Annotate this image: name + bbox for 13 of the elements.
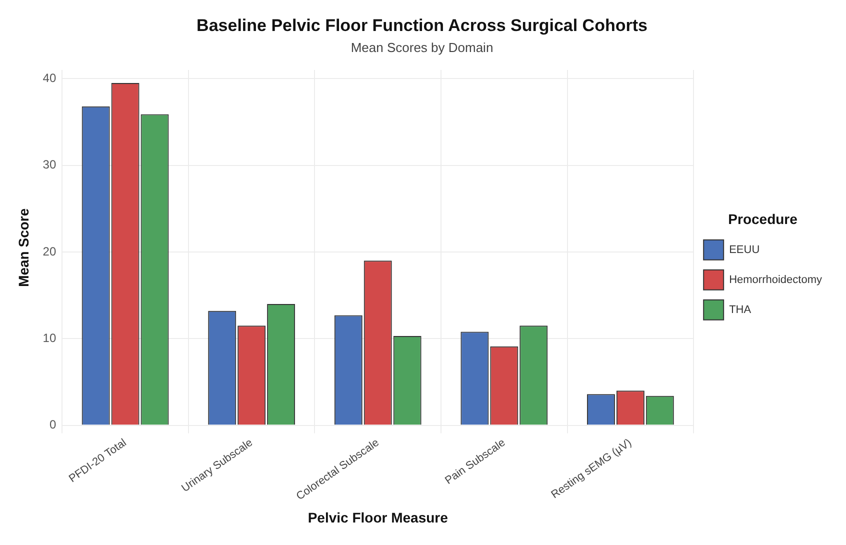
y-tick-label: 30 — [42, 158, 56, 172]
legend-label: Hemorrhoidectomy — [729, 274, 822, 286]
y-axis-title: Mean Score — [15, 208, 32, 287]
y-tick-label: 20 — [42, 244, 56, 258]
x-axis-title: Pelvic Floor Measure — [308, 509, 448, 526]
legend-label: THA — [729, 304, 752, 316]
y-tick-label: 0 — [49, 418, 56, 432]
legend-title: Procedure — [728, 210, 798, 227]
chart-subtitle: Mean Scores by Domain — [350, 40, 494, 55]
chart-title: Baseline Pelvic Floor Function Across Surgical Cohorts — [196, 16, 648, 35]
y-tick-label: 10 — [42, 330, 56, 345]
legend-label: EEUU — [729, 244, 760, 256]
y-tick-label: 40 — [42, 70, 56, 85]
